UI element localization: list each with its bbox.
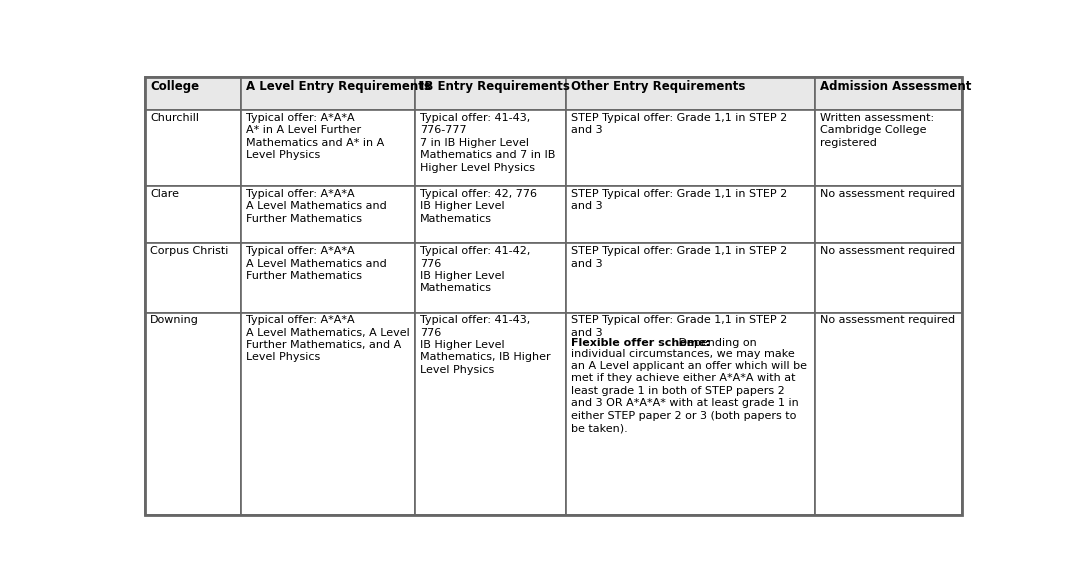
Text: STEP Typical offer: Grade 1,1 in STEP 2
and 3: STEP Typical offer: Grade 1,1 in STEP 2 … xyxy=(570,189,787,211)
Text: Typical offer: A*A*A
A* in A Level Further
Mathematics and A* in A
Level Physics: Typical offer: A*A*A A* in A Level Furth… xyxy=(246,113,384,160)
Bar xyxy=(145,186,242,243)
Text: Typical offer: A*A*A
A Level Mathematics, A Level
Further Mathematics, and A
Lev: Typical offer: A*A*A A Level Mathematics… xyxy=(246,315,410,363)
Bar xyxy=(242,186,415,243)
Bar xyxy=(145,312,242,515)
Text: No assessment required: No assessment required xyxy=(820,315,955,325)
Bar xyxy=(415,110,566,186)
Bar xyxy=(145,243,242,312)
Text: College: College xyxy=(150,80,199,93)
Text: Typical offer: A*A*A
A Level Mathematics and
Further Mathematics: Typical offer: A*A*A A Level Mathematics… xyxy=(246,189,388,224)
Bar xyxy=(242,312,415,515)
Text: Other Entry Requirements: Other Entry Requirements xyxy=(570,80,745,93)
Bar xyxy=(815,312,962,515)
Bar xyxy=(415,312,566,515)
Text: No assessment required: No assessment required xyxy=(820,246,955,256)
Text: Written assessment:
Cambridge College
registered: Written assessment: Cambridge College re… xyxy=(820,113,934,148)
Text: Typical offer: 41-43,
776-777
7 in IB Higher Level
Mathematics and 7 in IB
Highe: Typical offer: 41-43, 776-777 7 in IB Hi… xyxy=(420,113,555,173)
Bar xyxy=(566,312,815,515)
Bar xyxy=(415,186,566,243)
Bar xyxy=(566,110,815,186)
Bar xyxy=(815,110,962,186)
Bar xyxy=(145,77,242,110)
Text: STEP Typical offer: Grade 1,1 in STEP 2
and 3: STEP Typical offer: Grade 1,1 in STEP 2 … xyxy=(570,113,787,135)
Bar xyxy=(566,243,815,312)
Text: No assessment required: No assessment required xyxy=(820,189,955,199)
Text: Clare: Clare xyxy=(150,189,179,199)
Text: Downing: Downing xyxy=(150,315,199,325)
Bar xyxy=(145,110,242,186)
Bar xyxy=(815,243,962,312)
Text: Depending on: Depending on xyxy=(675,338,757,347)
Text: STEP Typical offer: Grade 1,1 in STEP 2
and 3: STEP Typical offer: Grade 1,1 in STEP 2 … xyxy=(570,315,787,350)
Text: A Level Entry Requirements: A Level Entry Requirements xyxy=(246,80,431,93)
Text: Flexible offer scheme:: Flexible offer scheme: xyxy=(570,338,710,347)
Text: Typical offer: A*A*A
A Level Mathematics and
Further Mathematics: Typical offer: A*A*A A Level Mathematics… xyxy=(246,246,388,281)
Text: individual circumstances, we may make
an A Level applicant an offer which will b: individual circumstances, we may make an… xyxy=(570,349,807,433)
Bar xyxy=(566,186,815,243)
Bar xyxy=(242,243,415,312)
Bar xyxy=(566,77,815,110)
Bar xyxy=(242,110,415,186)
Bar xyxy=(242,77,415,110)
Bar xyxy=(815,186,962,243)
Text: IB Entry Requirements: IB Entry Requirements xyxy=(420,80,569,93)
Text: Typical offer: 41-43,
776
IB Higher Level
Mathematics, IB Higher
Level Physics: Typical offer: 41-43, 776 IB Higher Leve… xyxy=(420,315,551,375)
Bar xyxy=(415,243,566,312)
Bar xyxy=(815,77,962,110)
Text: Corpus Christi: Corpus Christi xyxy=(150,246,229,256)
Text: Churchill: Churchill xyxy=(150,113,199,123)
Text: Typical offer: 41-42,
776
IB Higher Level
Mathematics: Typical offer: 41-42, 776 IB Higher Leve… xyxy=(420,246,530,294)
Text: STEP Typical offer: Grade 1,1 in STEP 2
and 3: STEP Typical offer: Grade 1,1 in STEP 2 … xyxy=(570,246,787,268)
Bar xyxy=(415,77,566,110)
Text: Admission Assessment: Admission Assessment xyxy=(820,80,971,93)
Text: Typical offer: 42, 776
IB Higher Level
Mathematics: Typical offer: 42, 776 IB Higher Level M… xyxy=(420,189,537,224)
